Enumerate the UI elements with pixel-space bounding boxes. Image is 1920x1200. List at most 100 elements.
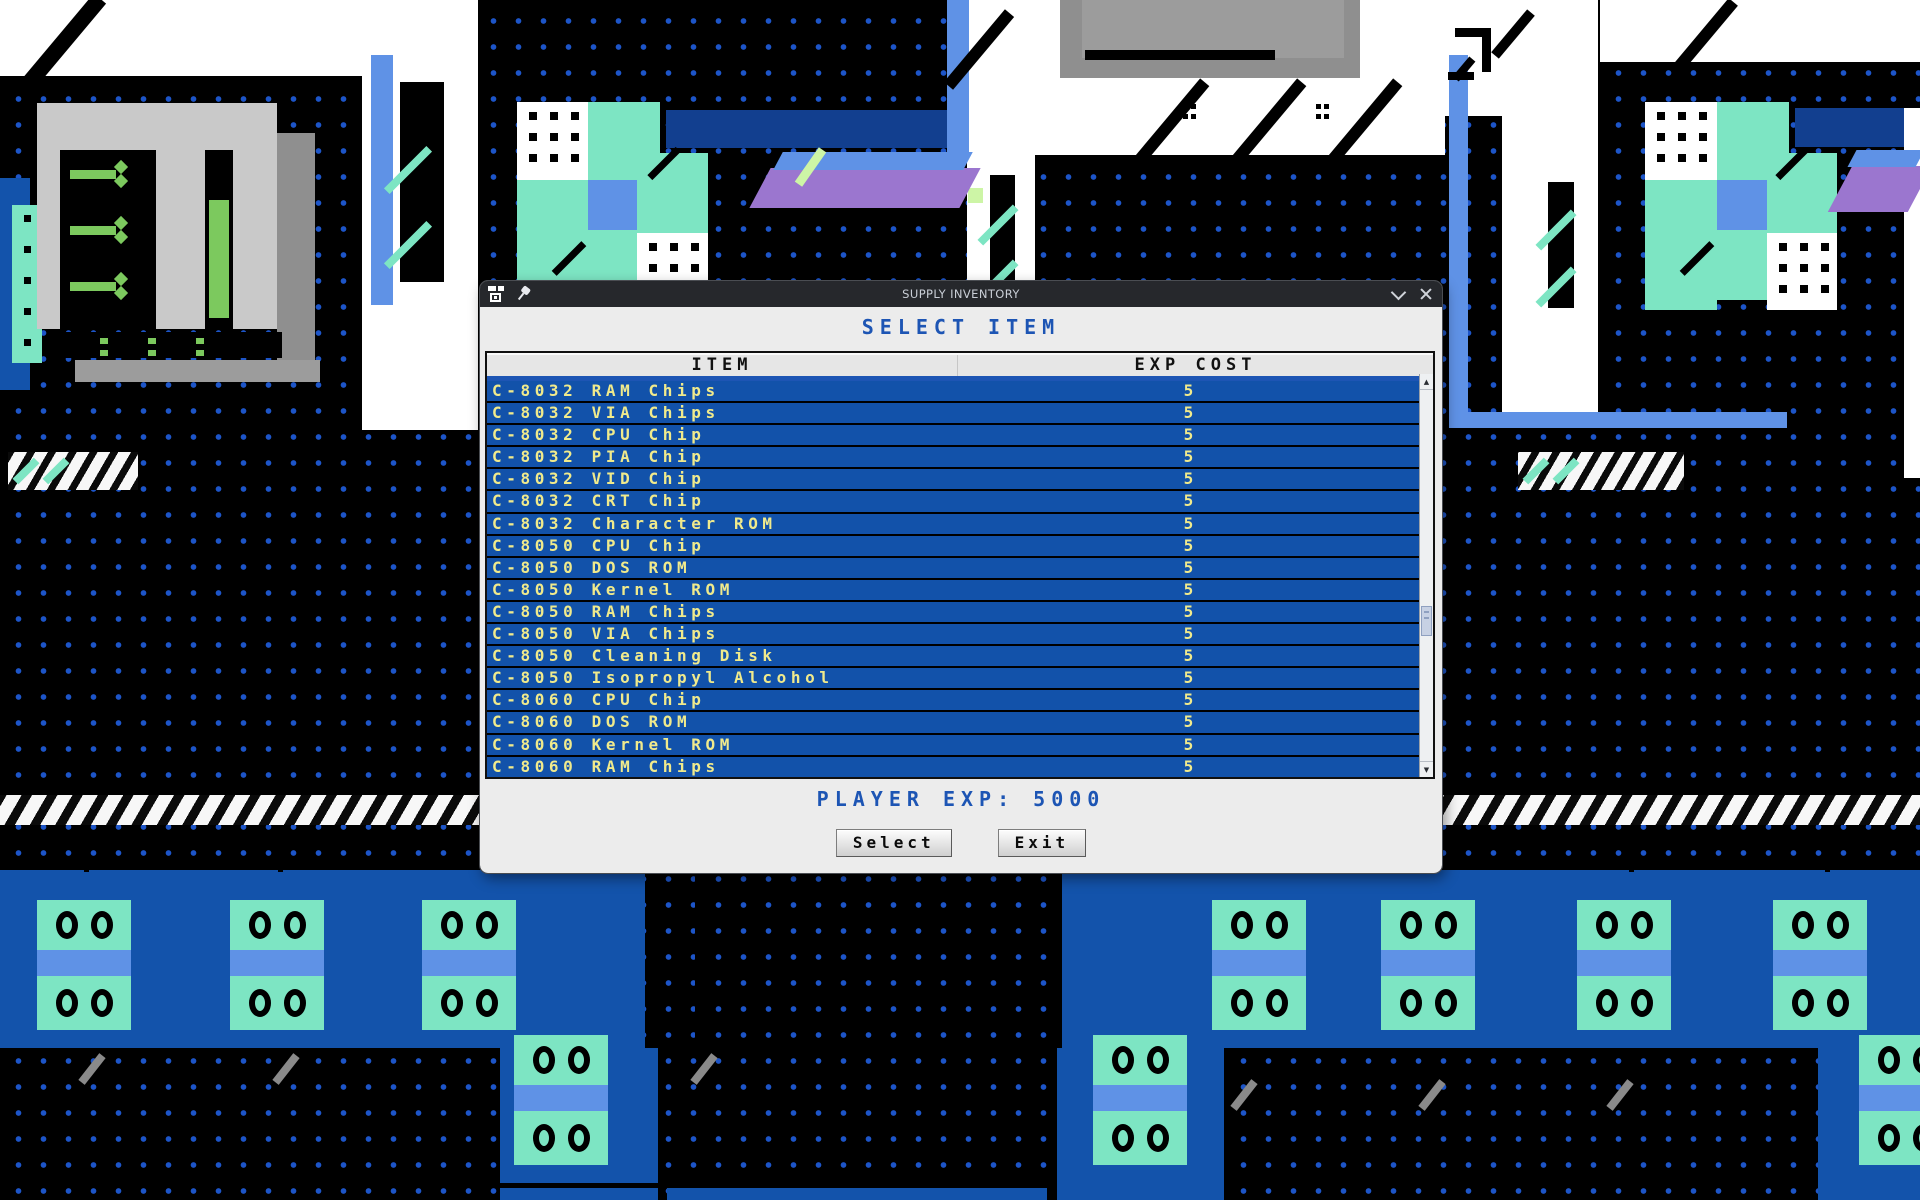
bg-shape	[749, 168, 981, 208]
list-item[interactable]: C-8032 Character ROM 5	[487, 513, 1419, 536]
app-icon	[488, 286, 506, 302]
bg-shape	[1827, 166, 1920, 212]
scrollbar[interactable]: ▲ ▼	[1419, 374, 1433, 777]
list-header: ITEM EXP COST	[487, 353, 1433, 381]
scroll-up-icon[interactable]: ▲	[1420, 374, 1433, 390]
bg-shape	[75, 360, 320, 382]
item-cost: 5	[1183, 734, 1194, 754]
bg-shape	[84, 844, 89, 872]
bg-shape	[24, 277, 31, 284]
item-cost: 5	[1183, 535, 1194, 555]
list-item[interactable]: C-8032 VIA Chips 5	[487, 403, 1419, 426]
item-cost: 5	[1183, 447, 1194, 467]
circuit-chip	[37, 900, 131, 1030]
item-cost: 5	[1183, 491, 1194, 511]
list-item[interactable]: C-8032 CRT Chip 5	[487, 491, 1419, 514]
scroll-down-icon[interactable]: ▼	[1420, 761, 1433, 777]
item-list: C-8032 RAM Chips 5 C-8032 VIA Chips 5 C-…	[487, 381, 1419, 777]
item-cost: 5	[1183, 690, 1194, 710]
list-item[interactable]: C-8060 Kernel ROM 5	[487, 734, 1419, 757]
circuit-chip	[230, 900, 324, 1030]
bg-shape	[148, 338, 158, 358]
item-name: C-8050 Isopropyl Alcohol	[492, 668, 834, 688]
list-item[interactable]: C-8032 RAM Chips 5	[487, 381, 1419, 404]
item-cost: 5	[1183, 712, 1194, 732]
scrollbar-thumb[interactable]	[1421, 606, 1432, 636]
list-item[interactable]: C-8050 DOS ROM 5	[487, 557, 1419, 580]
bg-shape	[1600, 0, 1920, 62]
bg-shape	[196, 338, 206, 358]
bg-shape	[278, 844, 283, 872]
bg-shape	[84, 1048, 89, 1074]
circuit-chip	[1093, 1035, 1187, 1165]
bg-shape	[70, 282, 116, 291]
bg-shape	[278, 1048, 283, 1074]
list-item[interactable]: C-8050 CPU Chip 5	[487, 535, 1419, 558]
bg-shape	[1657, 112, 1717, 172]
list-item[interactable]: C-8050 VIA Chips 5	[487, 624, 1419, 647]
circuit-chip	[514, 1035, 608, 1165]
close-icon[interactable]	[1420, 288, 1432, 300]
select-button[interactable]: Select	[835, 829, 952, 857]
supply-inventory-window: SUPPLY INVENTORY SELECT ITEM ITEM EXP CO…	[479, 280, 1443, 874]
item-name: C-8060 DOS ROM	[492, 712, 692, 732]
bg-shape	[1795, 108, 1920, 147]
item-cost: 5	[1183, 624, 1194, 644]
bg-shape	[24, 246, 31, 253]
bg-shape	[1183, 104, 1197, 120]
bg-shape	[1767, 153, 1837, 233]
item-name: C-8032 CRT Chip	[492, 491, 706, 511]
bg-hatch-pad	[1518, 452, 1684, 490]
minimize-chevron-icon[interactable]	[1390, 284, 1407, 300]
bg-shape	[1779, 243, 1839, 303]
item-cost: 5	[1183, 403, 1194, 423]
item-name: C-8032 PIA Chip	[492, 447, 706, 467]
list-item[interactable]: C-8060 CPU Chip 5	[487, 690, 1419, 713]
item-cost: 5	[1183, 646, 1194, 666]
bg-shape	[1629, 826, 1634, 872]
bg-shape	[70, 170, 116, 179]
item-name: C-8050 DOS ROM	[492, 557, 692, 577]
player-exp-readout: PLAYER EXP: 5000	[816, 787, 1106, 811]
item-name: C-8050 Cleaning Disk	[492, 646, 777, 666]
bg-shape	[968, 188, 983, 203]
item-list-box: ITEM EXP COST C-8032 RAM Chips 5 C-8032 …	[485, 351, 1435, 779]
item-cost: 5	[1183, 756, 1194, 776]
item-cost: 5	[1183, 579, 1194, 599]
exit-button[interactable]: Exit	[997, 829, 1087, 857]
bg-shape	[529, 112, 589, 172]
bg-shape	[1482, 28, 1491, 72]
item-name: C-8032 Character ROM	[492, 513, 777, 533]
list-item[interactable]: C-8050 RAM Chips 5	[487, 601, 1419, 625]
item-name: C-8060 CPU Chip	[492, 690, 706, 710]
list-item[interactable]: C-8032 CPU Chip 5	[487, 425, 1419, 448]
circuit-chip	[1577, 900, 1671, 1030]
circuit-chip	[1859, 1035, 1920, 1165]
list-item[interactable]: C-8050 Cleaning Disk 5	[487, 646, 1419, 669]
column-header-item: ITEM	[487, 355, 958, 376]
item-name: C-8060 RAM Chips	[492, 756, 720, 776]
window-titlebar[interactable]: SUPPLY INVENTORY	[480, 281, 1442, 307]
bg-shape	[1455, 28, 1491, 37]
item-name: C-8050 CPU Chip	[492, 535, 706, 555]
column-header-exp-cost: EXP COST	[1134, 355, 1257, 375]
circuit-chip	[422, 900, 516, 1030]
bg-shape	[1717, 180, 1767, 230]
list-item[interactable]: C-8060 DOS ROM 5	[487, 712, 1419, 735]
circuit-chip	[1773, 900, 1867, 1030]
bg-shape	[24, 339, 31, 346]
item-name: C-8032 VID Chip	[492, 469, 706, 489]
bg-shape	[500, 1183, 658, 1188]
item-name: C-8050 RAM Chips	[492, 601, 720, 621]
bg-shape	[667, 1188, 1047, 1200]
list-item[interactable]: C-8050 Isopropyl Alcohol 5	[487, 668, 1419, 691]
bg-shape	[1717, 230, 1767, 300]
bg-shape	[100, 338, 110, 358]
item-name: C-8032 CPU Chip	[492, 425, 706, 445]
list-item[interactable]: C-8050 Kernel ROM 5	[487, 579, 1419, 602]
list-item[interactable]: C-8060 RAM Chips 5	[487, 756, 1419, 777]
list-item[interactable]: C-8032 VID Chip 5	[487, 469, 1419, 492]
list-item[interactable]: C-8032 PIA Chip 5	[487, 447, 1419, 470]
bg-shape	[1085, 50, 1275, 60]
